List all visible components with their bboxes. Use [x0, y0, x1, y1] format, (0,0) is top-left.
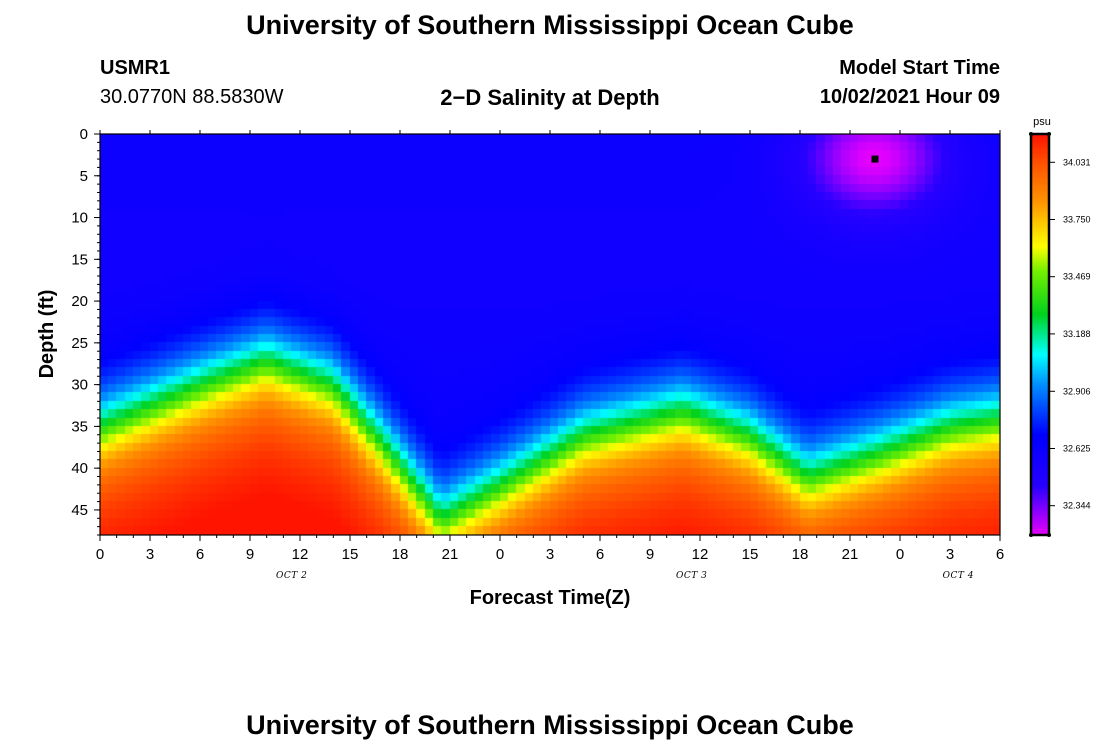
y-axis-label: Depth (ft) — [36, 290, 58, 379]
y-tick-label: 30 — [71, 377, 88, 394]
colorbar-ticks: 34.031 33.750 33.469 33.188 32.906 32.625 32.3… — [1029, 132, 1091, 537]
colorbar-corner-dot — [1029, 132, 1033, 136]
x-tick-label: 3 — [546, 546, 554, 563]
colorbar-gradient — [1031, 134, 1049, 535]
y-tick-label: 0 — [80, 126, 88, 143]
date-label: OCT 3 — [676, 571, 707, 581]
x-tick-label: 12 — [692, 546, 709, 563]
x-tick-label: 21 — [842, 546, 859, 563]
x-tick-label: 21 — [442, 546, 459, 563]
model-start-value: 10/02/2021 Hour 09 — [819, 86, 1000, 108]
y-tick-label: 45 — [71, 502, 88, 519]
colorbar-tick-label: 32.625 — [1063, 443, 1091, 453]
colorbar-tick-label: 33.750 — [1063, 214, 1091, 224]
date-label: OCT 2 — [276, 571, 307, 581]
colorbar-tick-label: 32.906 — [1063, 386, 1091, 396]
colorbar-corner-dot — [1047, 132, 1051, 136]
colorbar-tick-label: 33.469 — [1063, 272, 1091, 282]
salinity-heatmap — [100, 134, 1000, 535]
y-tick-label: 20 — [71, 293, 88, 310]
y-tick-label: 25 — [71, 335, 88, 352]
y-axis-ticks: 0 5 10 15 20 25 30 35 40 45 — [71, 126, 100, 536]
y-tick-label: 10 — [71, 210, 88, 227]
y-tick-label: 15 — [71, 251, 88, 268]
station-marker — [871, 155, 879, 163]
y-tick-label: 5 — [80, 168, 88, 185]
y-tick-label: 40 — [71, 460, 88, 477]
x-axis-label: Forecast Time(Z) — [470, 587, 631, 609]
date-labels: OCT 2 OCT 3 OCT 4 — [276, 571, 974, 581]
x-tick-label: 0 — [96, 546, 104, 563]
station-id: USMR1 — [100, 57, 171, 79]
bottom-title: University of Southern Mississippi Ocean… — [246, 710, 854, 740]
colorbar-border — [1029, 132, 1051, 537]
colorbar-tick-label: 32.344 — [1063, 501, 1091, 511]
x-tick-label: 6 — [996, 546, 1004, 563]
x-tick-label: 15 — [742, 546, 759, 563]
x-tick-label: 12 — [292, 546, 309, 563]
x-tick-label: 18 — [392, 546, 409, 563]
date-label: OCT 4 — [943, 571, 974, 581]
colorbar-corner-dot — [1029, 533, 1033, 537]
plot-border — [99, 133, 1001, 536]
colorbar-tick-label: 34.031 — [1063, 157, 1091, 167]
x-tick-label: 3 — [146, 546, 154, 563]
x-tick-label: 9 — [246, 546, 254, 563]
colorbar-unit: psu — [1033, 116, 1051, 128]
y-tick-label: 35 — [71, 418, 88, 435]
colorbar-tick-label: 33.188 — [1063, 329, 1091, 339]
x-tick-label: 3 — [946, 546, 954, 563]
x-tick-label: 6 — [196, 546, 204, 563]
x-tick-label: 15 — [342, 546, 359, 563]
x-tick-label: 6 — [596, 546, 604, 563]
x-tick-label: 18 — [792, 546, 809, 563]
station-coords: 30.0770N 88.5830W — [100, 86, 284, 108]
x-axis-ticks: 0 3 6 9 12 15 18 21 0 3 6 9 12 15 18 21 0 3 6 — [96, 130, 1004, 563]
colorbar-corner-dot — [1047, 533, 1051, 537]
x-tick-label: 9 — [646, 546, 654, 563]
x-tick-label: 0 — [896, 546, 904, 563]
x-tick-label: 0 — [496, 546, 504, 563]
top-title: University of Southern Mississippi Ocean… — [246, 10, 854, 40]
plot-title: 2−D Salinity at Depth — [440, 85, 660, 110]
plot-frame — [99, 132, 1051, 537]
model-start-label: Model Start Time — [839, 57, 1000, 79]
